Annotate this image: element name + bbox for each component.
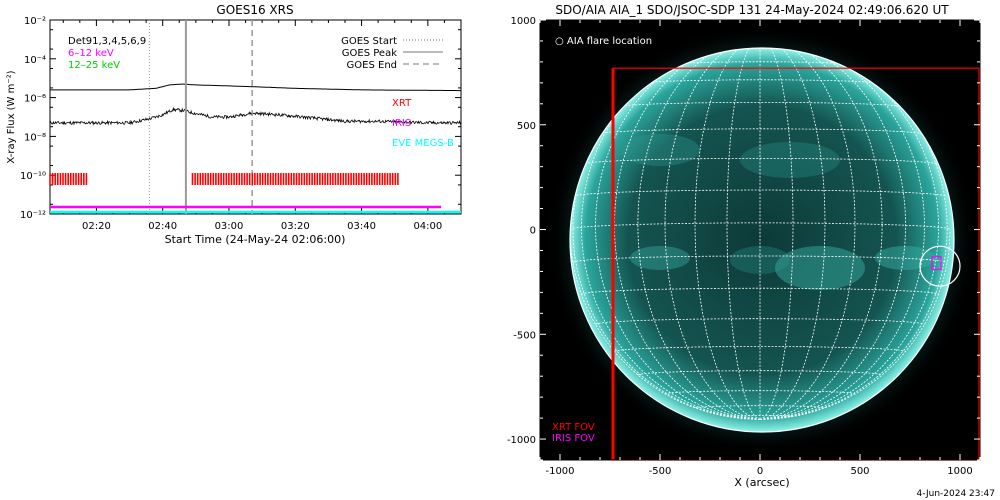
x-tick-label: 02:40 (148, 221, 177, 232)
latitude-line (694, 405, 826, 409)
goes-long-channel-line (50, 83, 461, 92)
latitude-line (614, 102, 906, 108)
flare-location-legend: ○ AIA flare location (555, 36, 652, 47)
fov-label: IRIS FOV (552, 433, 595, 444)
x-tick-label: 03:40 (347, 221, 376, 232)
y-tick-label: 10⁻⁸ (24, 132, 46, 143)
y-tick-label: 10⁻⁴ (24, 55, 46, 66)
left-x-axis-label: Start Time (24-May-24 02:06:00) (165, 233, 346, 246)
longitude-line (759, 48, 925, 420)
goes-curves (49, 83, 462, 126)
x-tick-label: 02:20 (82, 221, 111, 232)
longitude-line (759, 229, 951, 420)
right-legend-entry: GOES Peak (342, 48, 397, 59)
x-tick-label: 04:00 (413, 221, 442, 232)
y-tick-label: -500 (513, 330, 536, 341)
y-tick-label: 500 (517, 121, 536, 132)
left-plot-frame (49, 19, 462, 215)
right-legend-entry: GOES Start (341, 36, 397, 47)
iris-fov-box (931, 256, 942, 270)
right-legend-entry: GOES End (347, 60, 397, 71)
y-tick-label: 10⁻⁶ (24, 94, 46, 105)
longitude-line (726, 48, 761, 420)
longitude-line (759, 48, 948, 420)
y-tick-label: 1000 (511, 16, 536, 27)
longitude-line (572, 48, 761, 420)
longitude-line (595, 48, 761, 420)
fov-label: XRT FOV (552, 422, 595, 433)
flare-location-circle (919, 245, 961, 287)
instrument-label: XRT (392, 98, 412, 109)
left-legend-entry: Det91,3,4,5,6,9 (68, 36, 146, 47)
latitude-line (637, 79, 883, 85)
left-legend-entry: 6–12 keV (68, 48, 114, 59)
longitude-line (759, 48, 826, 420)
goes-short-channel-line (49, 106, 462, 126)
latitude-line (572, 255, 948, 263)
x-tick-label: 1000 (947, 466, 972, 477)
aia-image-panel: SDO/AIA AIA_1 SDO/JSOC-SDP 131 24-May-20… (507, 3, 981, 489)
instrument-label: EVE MEGS-B (392, 138, 454, 149)
y-tick-label: 0 (530, 226, 536, 237)
left-chart-title: GOES16 XRS (216, 3, 293, 17)
longitude-line (759, 48, 794, 420)
right-x-axis-label: X (arcsec) (734, 476, 789, 489)
y-tick-label: 10⁻¹² (20, 210, 46, 221)
x-tick-label: -1000 (545, 466, 574, 477)
x-tick-label: 0 (757, 466, 763, 477)
longitude-line (570, 229, 761, 420)
instrument-label: IRIS (392, 118, 411, 129)
latitude-line (637, 370, 883, 376)
latitude-line (595, 318, 925, 325)
left-y-axis-label: X-ray Flux (W m⁻²) (6, 70, 17, 163)
x-tick-label: 500 (850, 466, 869, 477)
right-axis-ticks: -1000 -1000 -500 -500 0 0 500 500 1000 1000 (507, 16, 981, 477)
y-tick-label: -1000 (507, 435, 536, 446)
x-tick-label: 03:00 (215, 221, 244, 232)
instrument-coverage-bars (49, 173, 461, 214)
y-tick-label: 10⁻¹⁰ (20, 171, 46, 182)
goes-xrs-panel: GOES16 XRS X-ray Flux (W m⁻²) Start Time… (6, 3, 462, 246)
x-tick-label: -500 (649, 466, 672, 477)
longitude-line (694, 48, 761, 420)
x-tick-label: 03:20 (281, 221, 310, 232)
latitude-line (581, 157, 939, 165)
active-regions (620, 134, 935, 290)
y-tick-label: 10⁻² (24, 16, 46, 27)
solar-limb (569, 47, 955, 433)
left-legend-entry: 12–25 keV (68, 60, 120, 71)
solar-disk (570, 48, 954, 432)
right-chart-title: SDO/AIA AIA_1 SDO/JSOC-SDP 131 24-May-20… (555, 3, 949, 17)
footer-timestamp: 4-Jun-2024 23:47 (917, 489, 996, 499)
